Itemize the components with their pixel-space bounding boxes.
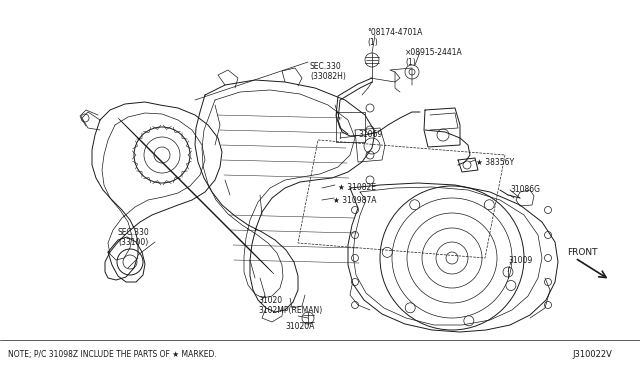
Text: J310022V: J310022V <box>572 350 612 359</box>
Circle shape <box>484 200 494 210</box>
Text: FRONT: FRONT <box>567 248 598 257</box>
Circle shape <box>506 280 516 291</box>
Text: 31020
3102MP(REMAN): 31020 3102MP(REMAN) <box>258 296 323 315</box>
Text: SEC.330
(33082H): SEC.330 (33082H) <box>310 62 346 81</box>
Text: ★ 38356Y: ★ 38356Y <box>476 158 514 167</box>
Text: 31069: 31069 <box>358 130 382 139</box>
Circle shape <box>464 316 474 326</box>
Circle shape <box>410 200 420 210</box>
Text: 31009: 31009 <box>508 256 532 265</box>
Text: 31086G: 31086G <box>510 185 540 194</box>
Text: ★ 31082E: ★ 31082E <box>338 183 376 192</box>
Text: NOTE; P/C 31098Z INCLUDE THE PARTS OF ★ MARKED.: NOTE; P/C 31098Z INCLUDE THE PARTS OF ★ … <box>8 350 217 359</box>
Circle shape <box>405 303 415 313</box>
Text: ★ 310987A: ★ 310987A <box>333 196 376 205</box>
Text: SEC.330
(33100): SEC.330 (33100) <box>118 228 150 247</box>
Circle shape <box>382 247 392 257</box>
Text: °08174-4701A
(1): °08174-4701A (1) <box>367 28 422 47</box>
Text: 31020A: 31020A <box>285 322 314 331</box>
Text: ×08915-2441A
(1): ×08915-2441A (1) <box>405 48 463 67</box>
